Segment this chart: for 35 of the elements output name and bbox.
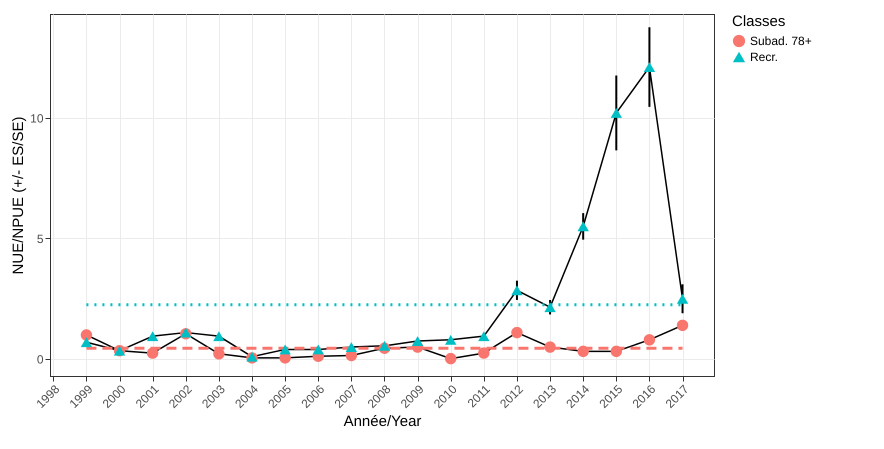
point bbox=[511, 285, 523, 296]
point bbox=[644, 62, 656, 72]
point bbox=[544, 341, 556, 353]
point bbox=[378, 340, 390, 351]
point bbox=[577, 346, 589, 358]
point bbox=[80, 337, 92, 348]
x-axis-title: Année/Year bbox=[344, 413, 422, 430]
point bbox=[279, 344, 291, 354]
point bbox=[146, 347, 158, 359]
point bbox=[213, 331, 225, 342]
point bbox=[478, 347, 490, 359]
point bbox=[676, 294, 688, 304]
point bbox=[146, 331, 158, 342]
point bbox=[644, 334, 656, 346]
point bbox=[412, 336, 424, 346]
point bbox=[80, 329, 92, 341]
point bbox=[445, 352, 456, 364]
y-tick-label: 0 bbox=[36, 352, 44, 367]
legend-title: Classes bbox=[732, 13, 786, 30]
y-axis-title: NUE/NPUE (+/- ES/SE) bbox=[10, 116, 28, 274]
point bbox=[312, 344, 324, 354]
point bbox=[511, 326, 523, 338]
point bbox=[610, 346, 622, 358]
point bbox=[544, 302, 556, 312]
legend-label: Subad. 78+ bbox=[750, 34, 812, 48]
point bbox=[478, 331, 490, 342]
y-tick-label: 10 bbox=[30, 111, 44, 126]
y-tick-label: 5 bbox=[36, 232, 44, 246]
point bbox=[610, 108, 622, 118]
point bbox=[676, 320, 688, 332]
legend-label: Recr. bbox=[750, 50, 778, 64]
point bbox=[445, 334, 456, 345]
point bbox=[577, 221, 589, 232]
point bbox=[213, 348, 225, 360]
point bbox=[346, 342, 358, 352]
